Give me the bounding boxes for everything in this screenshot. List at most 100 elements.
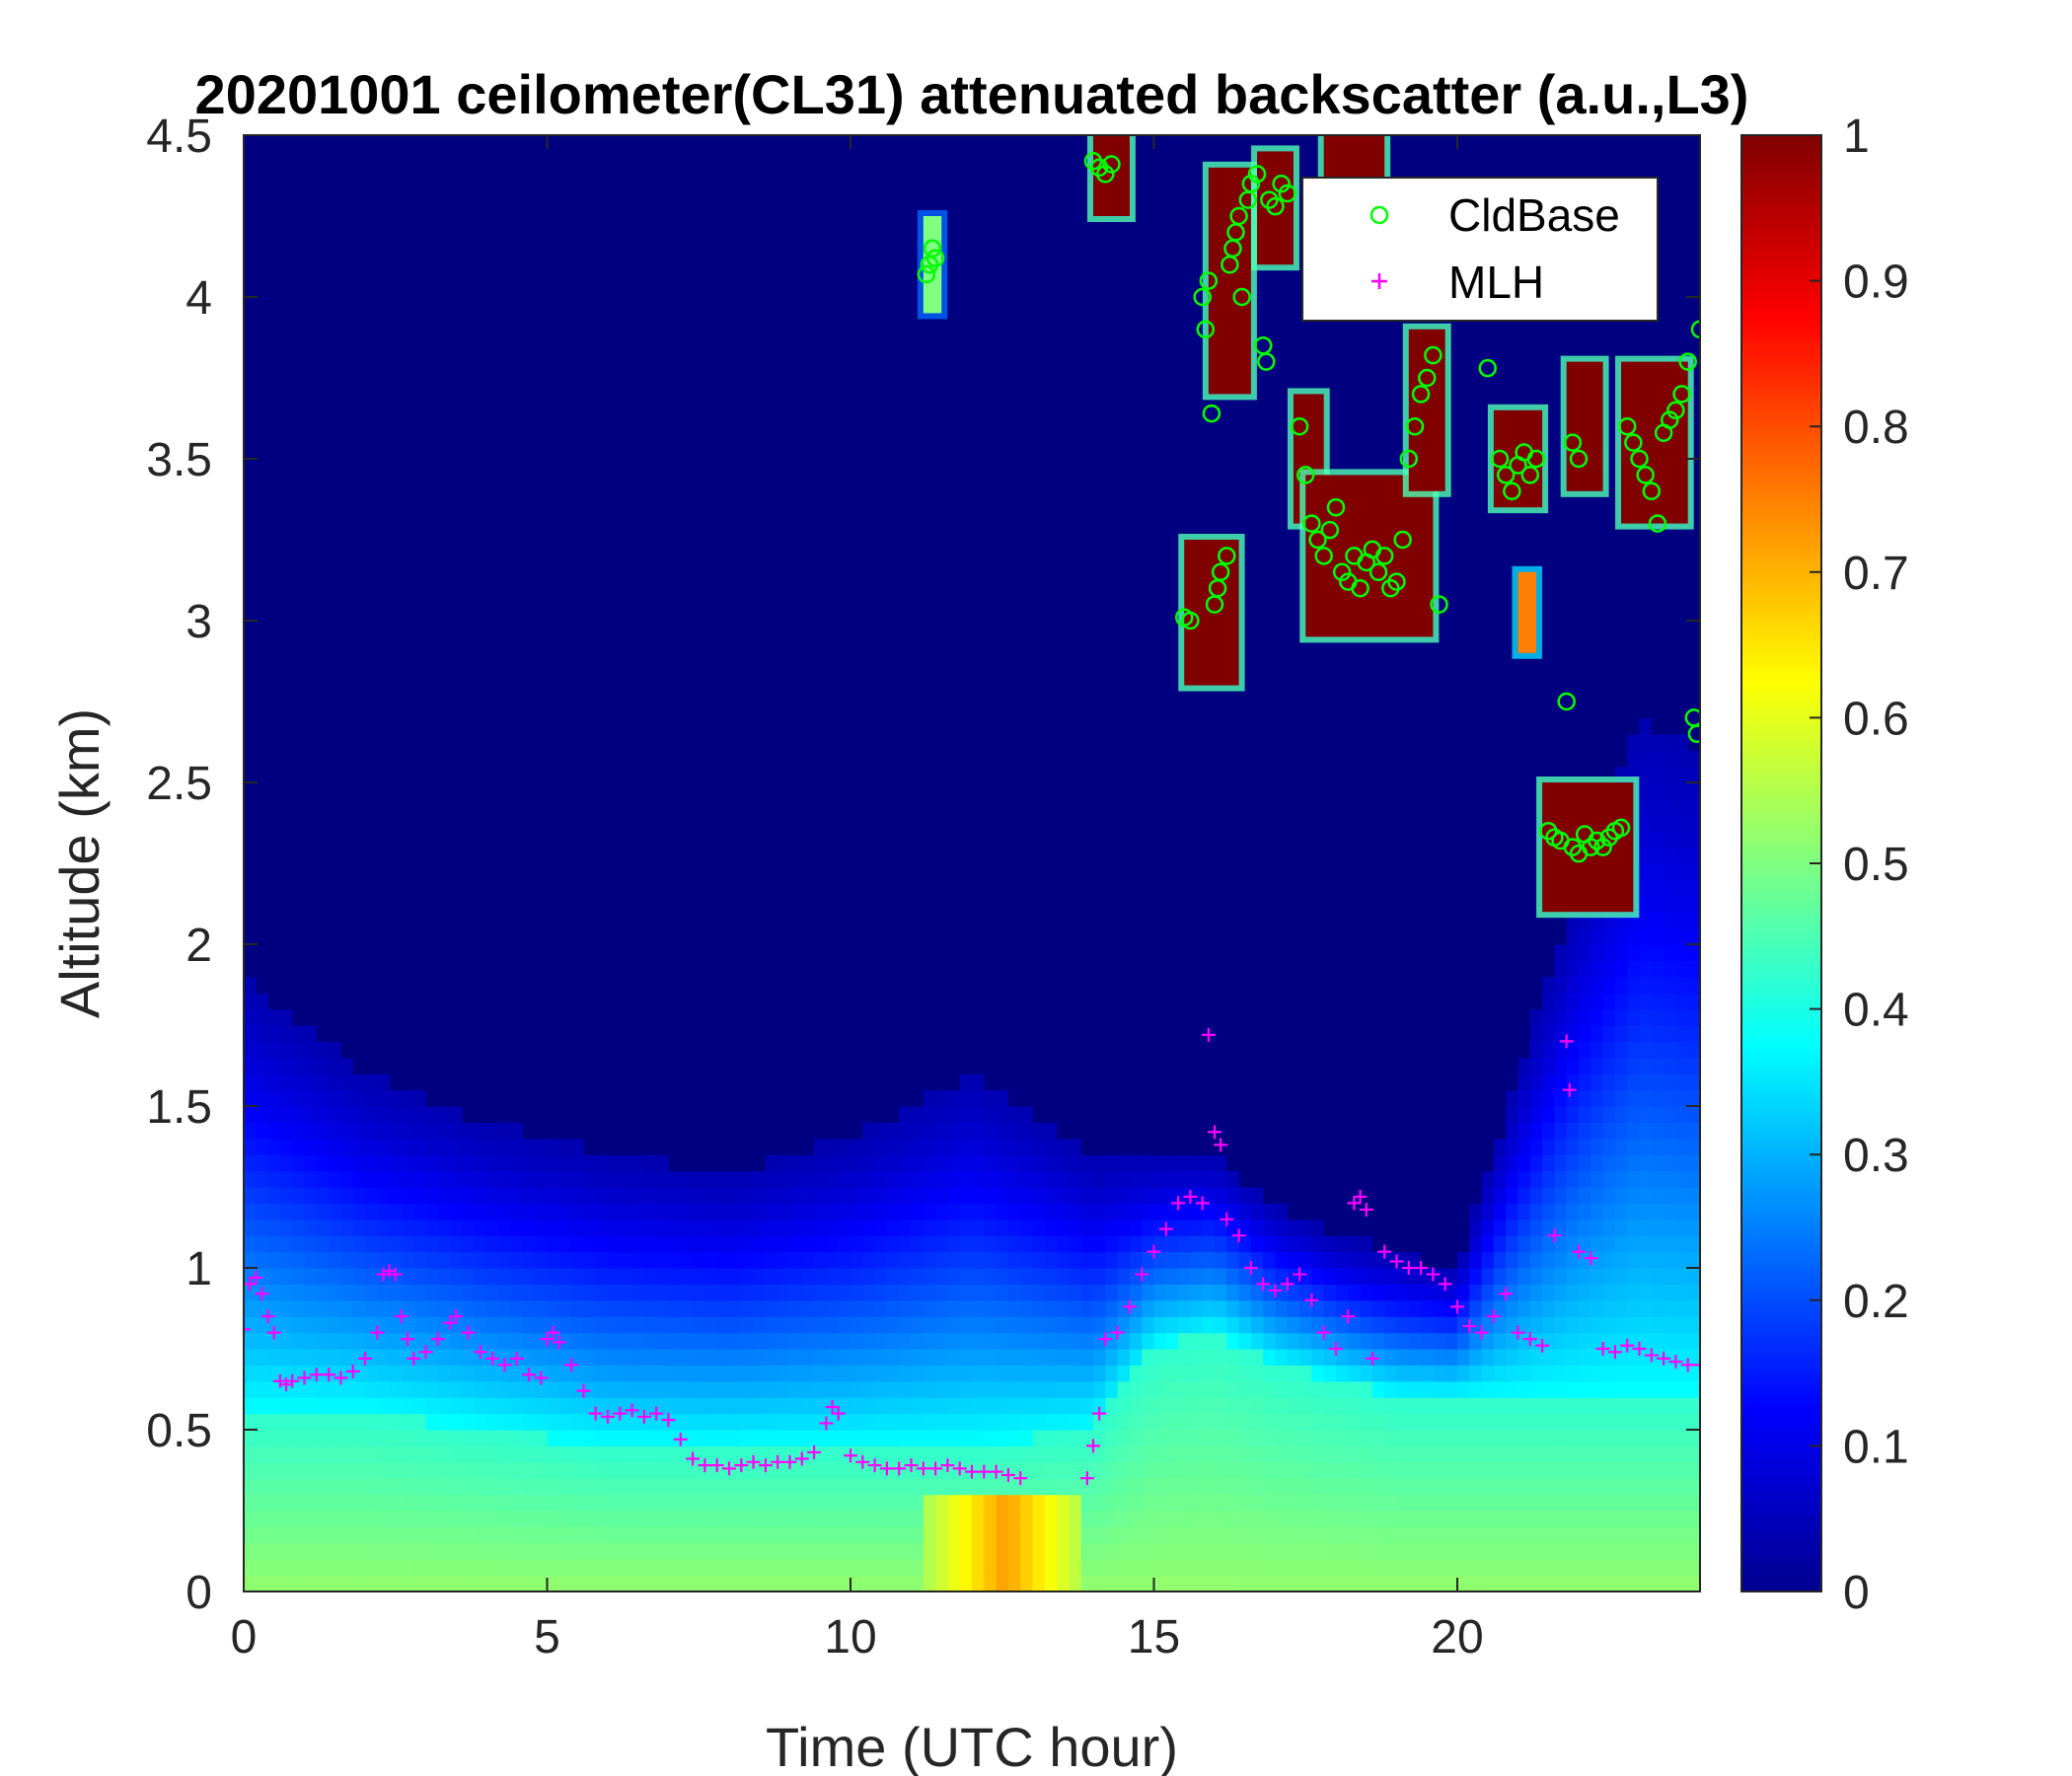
heatmap-cell xyxy=(401,750,414,768)
heatmap-cell xyxy=(462,895,476,913)
heatmap-cell xyxy=(753,588,767,606)
heatmap-cell xyxy=(656,459,670,476)
heatmap-cell xyxy=(329,1284,341,1301)
heatmap-cell xyxy=(631,378,645,395)
heatmap-cell xyxy=(377,426,391,444)
heatmap-cell xyxy=(643,1380,657,1398)
heatmap-cell xyxy=(643,1494,657,1512)
heatmap-cell xyxy=(631,685,645,703)
heatmap-cell xyxy=(862,588,876,606)
heatmap-cell xyxy=(777,490,791,508)
heatmap-cell xyxy=(838,1478,851,1496)
heatmap-cell xyxy=(329,733,341,751)
heatmap-cell xyxy=(716,1380,730,1398)
heatmap-cell xyxy=(838,151,851,169)
heatmap-cell xyxy=(643,184,657,201)
heatmap-cell xyxy=(437,571,451,589)
heatmap-cell xyxy=(401,409,414,427)
heatmap-cell xyxy=(789,232,803,250)
heatmap-cell xyxy=(789,1073,803,1091)
heatmap-cell xyxy=(851,1316,863,1334)
heatmap-cell xyxy=(571,604,584,622)
heatmap-cell xyxy=(377,604,391,622)
heatmap-cell xyxy=(643,1365,657,1382)
heatmap-cell xyxy=(874,1365,888,1382)
heatmap-cell xyxy=(668,895,682,913)
heatmap-cell xyxy=(838,879,851,897)
heatmap-cell xyxy=(765,151,778,169)
heatmap-cell xyxy=(631,927,645,945)
heatmap-cell xyxy=(704,394,718,411)
heatmap-cell xyxy=(377,1430,391,1446)
heatmap-cell xyxy=(352,199,366,217)
heatmap-cell xyxy=(450,1057,463,1074)
heatmap-cell xyxy=(486,621,499,637)
heatmap-cell xyxy=(693,1494,705,1512)
heatmap-cell xyxy=(437,1106,451,1123)
heatmap-cell xyxy=(608,1316,621,1334)
heatmap-cell xyxy=(789,540,803,556)
heatmap-cell xyxy=(292,1089,306,1107)
heatmap-cell xyxy=(656,378,670,395)
heatmap-cell xyxy=(462,475,476,492)
heatmap-cell xyxy=(643,1299,657,1317)
heatmap-cell xyxy=(886,248,900,265)
heatmap-cell xyxy=(680,993,694,1010)
heatmap-cell xyxy=(693,459,705,476)
heatmap-cell xyxy=(474,831,487,849)
heatmap-cell xyxy=(462,151,476,169)
heatmap-cell xyxy=(753,879,767,897)
heatmap-cell xyxy=(329,378,341,395)
heatmap-cell xyxy=(631,1025,645,1042)
heatmap-cell xyxy=(547,426,560,444)
heatmap-cell xyxy=(244,1559,257,1577)
heatmap-cell xyxy=(522,361,536,379)
heatmap-cell xyxy=(256,766,269,783)
heatmap-cell xyxy=(292,1187,306,1204)
heatmap-cell xyxy=(510,717,524,735)
heatmap-cell xyxy=(595,717,609,735)
heatmap-cell xyxy=(716,216,730,233)
heatmap-cell xyxy=(352,329,366,346)
heatmap-cell xyxy=(704,264,718,282)
heatmap-cell xyxy=(474,523,487,541)
heatmap-cell xyxy=(656,1349,670,1366)
heatmap-cell xyxy=(244,814,257,832)
heatmap-cell xyxy=(656,702,670,718)
heatmap-cell xyxy=(425,604,439,622)
heatmap-cell xyxy=(571,1511,584,1527)
heatmap-cell xyxy=(826,1316,840,1334)
heatmap-cell xyxy=(886,766,900,783)
heatmap-cell xyxy=(425,345,439,363)
heatmap-cell xyxy=(267,475,281,492)
heatmap-cell xyxy=(777,345,791,363)
heatmap-cell xyxy=(365,1542,378,1560)
heatmap-cell xyxy=(474,798,487,816)
heatmap-cell xyxy=(765,1413,778,1431)
heatmap-cell xyxy=(753,1089,767,1107)
heatmap-cell xyxy=(365,782,378,799)
heatmap-cell xyxy=(256,1251,269,1269)
heatmap-cell xyxy=(656,1365,670,1382)
heatmap-cell xyxy=(899,475,913,492)
heatmap-cell xyxy=(680,345,694,363)
heatmap-cell xyxy=(352,1219,366,1236)
heatmap-cell xyxy=(304,960,318,978)
heatmap-cell xyxy=(874,361,888,379)
heatmap-cell xyxy=(814,490,827,508)
heatmap-cell xyxy=(814,621,827,637)
heatmap-cell xyxy=(693,588,705,606)
heatmap-cell xyxy=(413,1445,427,1463)
heatmap-cell xyxy=(911,1575,925,1591)
heatmap-cell xyxy=(911,1526,925,1544)
heatmap-cell xyxy=(425,944,439,961)
heatmap-cell xyxy=(256,798,269,816)
heatmap-cell xyxy=(316,895,330,913)
heatmap-cell xyxy=(340,459,354,476)
heatmap-cell xyxy=(304,232,318,250)
heatmap-cell xyxy=(267,199,281,217)
heatmap-cell xyxy=(437,1575,451,1591)
heatmap-cell xyxy=(777,1170,791,1188)
heatmap-cell xyxy=(535,184,549,201)
heatmap-cell xyxy=(486,879,499,897)
